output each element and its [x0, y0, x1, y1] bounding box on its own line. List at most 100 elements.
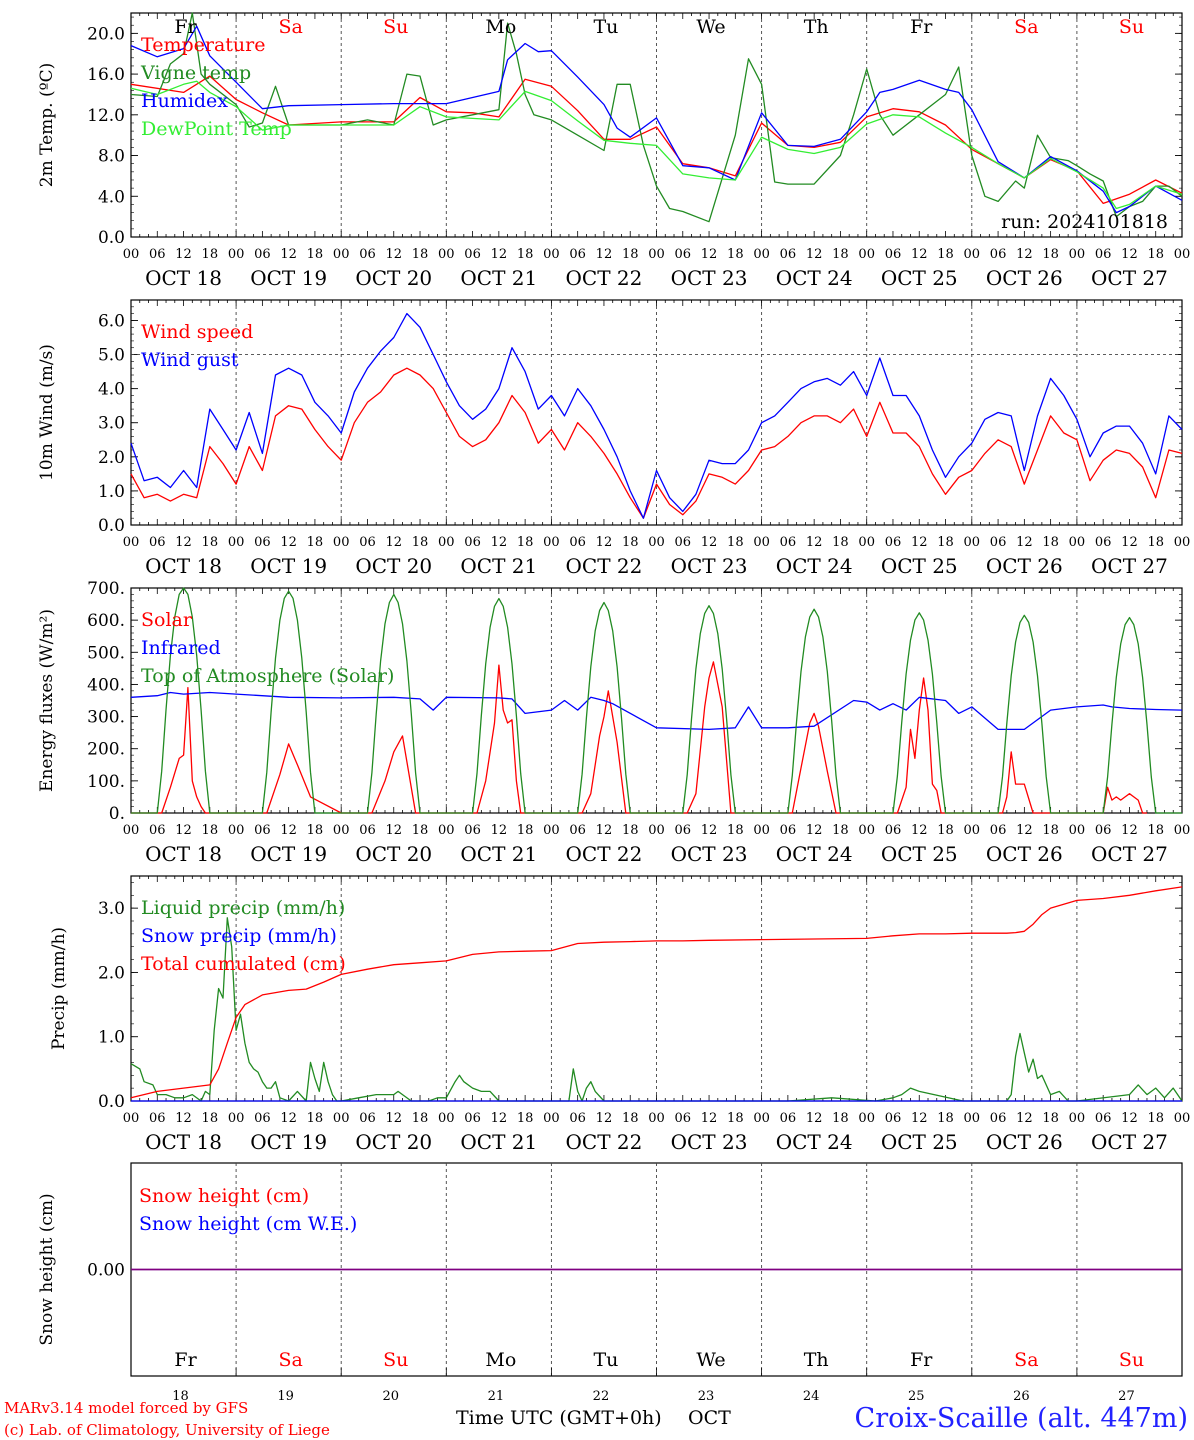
- hour-tick-label: 18: [412, 535, 429, 550]
- weekday-label: Th: [804, 16, 829, 38]
- y-tick-label: 4.0: [98, 187, 125, 207]
- hour-tick-label: 00: [333, 247, 350, 262]
- day-number-label: 21: [488, 1389, 505, 1404]
- hour-tick-label: 00: [858, 535, 875, 550]
- hour-tick-label: 18: [832, 247, 849, 262]
- hour-tick-label: 00: [438, 1111, 455, 1126]
- series-line-wind-1: [130, 312, 1183, 519]
- weekday-label: Fr: [174, 16, 197, 38]
- hour-tick-label: 00: [543, 1111, 560, 1126]
- hour-tick-label: 12: [806, 823, 823, 838]
- date-label: OCT 27: [1091, 266, 1168, 290]
- hour-tick-label: 12: [806, 1111, 823, 1126]
- date-label: OCT 21: [460, 554, 537, 578]
- y-tick-label: 1.0: [98, 1028, 125, 1048]
- hour-tick-label: 12: [280, 535, 297, 550]
- hour-tick-label: 00: [964, 535, 981, 550]
- hour-tick-label: 18: [832, 823, 849, 838]
- hour-tick-label: 06: [1095, 535, 1112, 550]
- hour-tick-label: 00: [333, 1111, 350, 1126]
- day-number-label: 22: [593, 1389, 610, 1404]
- legend-entry: Snow height (cm W.E.): [139, 1213, 357, 1235]
- hour-tick-label: 06: [885, 247, 902, 262]
- hour-tick-label: 06: [359, 247, 376, 262]
- weekday-label: Mo: [485, 16, 516, 38]
- y-tick-label: 100.: [87, 772, 125, 792]
- date-label: OCT 26: [986, 1130, 1063, 1154]
- hour-tick-label: 12: [175, 823, 192, 838]
- date-label: OCT 18: [145, 1130, 222, 1154]
- y-tick-label: 0.0: [98, 228, 125, 248]
- hour-tick-label: 12: [596, 247, 613, 262]
- hour-tick-label: 06: [990, 247, 1007, 262]
- hour-tick-label: 12: [175, 1111, 192, 1126]
- weekday-label: Tu: [593, 1349, 618, 1371]
- weekday-label: We: [696, 16, 725, 38]
- hour-tick-label: 00: [543, 823, 560, 838]
- copyright-credit: (c) Lab. of Climatology, University of L…: [4, 1421, 330, 1439]
- legend-entry: Wind speed: [141, 321, 253, 343]
- hour-tick-label: 18: [622, 535, 639, 550]
- hour-tick-label: 18: [937, 247, 954, 262]
- weekday-label: Su: [383, 1349, 408, 1371]
- hour-tick-label: 00: [123, 247, 140, 262]
- date-label: OCT 18: [145, 842, 222, 866]
- weekday-label: Sa: [1014, 1349, 1038, 1371]
- hour-tick-label: 12: [175, 535, 192, 550]
- date-label: OCT 26: [986, 266, 1063, 290]
- hour-tick-label: 18: [202, 1111, 219, 1126]
- hour-tick-label: 06: [675, 247, 692, 262]
- date-label: OCT 21: [460, 1130, 537, 1154]
- weekday-label: Su: [1119, 1349, 1144, 1371]
- hour-tick-label: 18: [727, 823, 744, 838]
- legend-entry: Total cumulated (cm): [141, 953, 346, 975]
- hour-tick-label: 18: [412, 823, 429, 838]
- weekday-label: Sa: [1014, 16, 1038, 38]
- y-axis-label: Precip (mm/h): [49, 927, 69, 1050]
- date-label: OCT 24: [776, 1130, 853, 1154]
- legend-entry: Solar: [141, 609, 193, 631]
- hour-tick-label: 06: [254, 535, 271, 550]
- hour-tick-label: 06: [780, 823, 797, 838]
- y-tick-label: 0.: [109, 804, 125, 824]
- legend-entry: Wind gust: [141, 349, 239, 371]
- hour-tick-label: 18: [622, 1111, 639, 1126]
- hour-tick-label: 18: [307, 823, 324, 838]
- hour-tick-label: 12: [701, 1111, 718, 1126]
- weekday-label: Su: [383, 16, 408, 38]
- day-number-label: 23: [698, 1389, 715, 1404]
- hour-tick-label: 12: [1016, 1111, 1033, 1126]
- hour-tick-label: 12: [491, 535, 508, 550]
- date-label: OCT 20: [355, 554, 432, 578]
- hour-tick-label: 00: [333, 823, 350, 838]
- series-line-energy-0: [131, 661, 1147, 814]
- date-label: OCT 26: [986, 554, 1063, 578]
- hour-tick-label: 12: [1016, 535, 1033, 550]
- hour-tick-label: 06: [149, 535, 166, 550]
- legend-entry: DewPoint Temp: [141, 118, 292, 140]
- hour-tick-label: 00: [123, 535, 140, 550]
- day-number-label: 20: [382, 1389, 399, 1404]
- weekday-label: Fr: [174, 1349, 197, 1371]
- hour-tick-label: 12: [491, 823, 508, 838]
- hour-tick-label: 06: [990, 823, 1007, 838]
- hour-tick-label: 00: [123, 823, 140, 838]
- hour-tick-label: 00: [1069, 1111, 1086, 1126]
- hour-tick-label: 00: [1174, 1111, 1191, 1126]
- weekday-label: Su: [1119, 16, 1144, 38]
- hour-tick-label: 18: [517, 247, 534, 262]
- hour-tick-label: 12: [911, 823, 928, 838]
- day-number-label: 26: [1013, 1389, 1030, 1404]
- hour-tick-label: 06: [780, 535, 797, 550]
- hour-tick-label: 00: [858, 1111, 875, 1126]
- hour-tick-label: 06: [885, 535, 902, 550]
- hour-tick-label: 18: [1147, 535, 1164, 550]
- y-tick-label: 12.0: [87, 106, 125, 126]
- date-label: OCT 25: [881, 1130, 958, 1154]
- hour-tick-label: 12: [1121, 1111, 1138, 1126]
- hour-tick-label: 12: [175, 247, 192, 262]
- hour-tick-label: 18: [1042, 535, 1059, 550]
- hour-tick-label: 00: [964, 247, 981, 262]
- hour-tick-label: 18: [412, 247, 429, 262]
- hour-tick-label: 18: [412, 1111, 429, 1126]
